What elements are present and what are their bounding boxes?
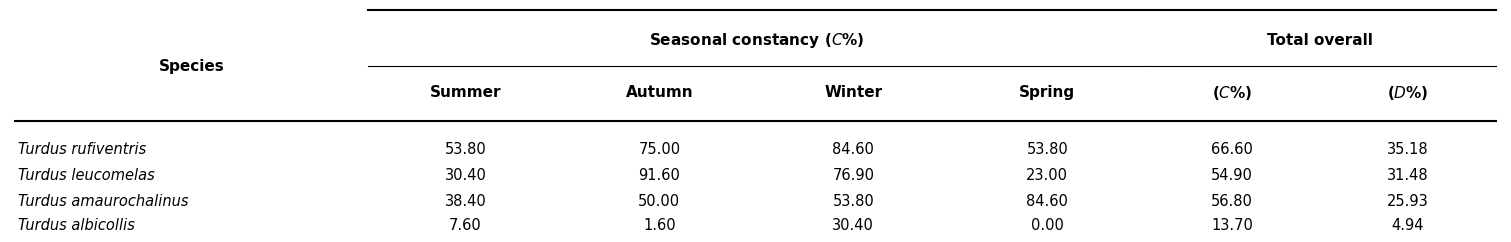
Text: Summer: Summer — [429, 85, 502, 100]
Text: 53.80: 53.80 — [833, 194, 875, 209]
Text: 4.94: 4.94 — [1392, 218, 1425, 233]
Text: 35.18: 35.18 — [1387, 142, 1429, 157]
Text: 53.80: 53.80 — [444, 142, 487, 157]
Text: 56.80: 56.80 — [1212, 194, 1253, 209]
Text: Total overall: Total overall — [1268, 33, 1373, 48]
Text: 0.00: 0.00 — [1031, 218, 1064, 233]
Text: 31.48: 31.48 — [1387, 168, 1429, 183]
Text: 50.00: 50.00 — [638, 194, 680, 209]
Text: 66.60: 66.60 — [1212, 142, 1253, 157]
Text: 91.60: 91.60 — [639, 168, 680, 183]
Text: Winter: Winter — [823, 85, 882, 100]
Text: 30.40: 30.40 — [833, 218, 875, 233]
Text: 25.93: 25.93 — [1387, 194, 1429, 209]
Text: Autumn: Autumn — [626, 85, 694, 100]
Text: Turdus albicollis: Turdus albicollis — [18, 218, 134, 233]
Text: ($\mathit{C}$%): ($\mathit{C}$%) — [1212, 83, 1253, 102]
Text: 23.00: 23.00 — [1026, 168, 1068, 183]
Text: 53.80: 53.80 — [1026, 142, 1068, 157]
Text: 84.60: 84.60 — [1026, 194, 1068, 209]
Text: 76.90: 76.90 — [833, 168, 875, 183]
Text: 13.70: 13.70 — [1212, 218, 1253, 233]
Text: Turdus leucomelas: Turdus leucomelas — [18, 168, 154, 183]
Text: Turdus rufiventris: Turdus rufiventris — [18, 142, 147, 157]
Text: Spring: Spring — [1018, 85, 1076, 100]
Text: ($\mathit{D}$%): ($\mathit{D}$%) — [1387, 83, 1429, 102]
Text: 75.00: 75.00 — [638, 142, 680, 157]
Text: Species: Species — [159, 59, 225, 74]
Text: 38.40: 38.40 — [444, 194, 487, 209]
Text: 1.60: 1.60 — [644, 218, 675, 233]
Text: 7.60: 7.60 — [449, 218, 482, 233]
Text: Seasonal constancy ($\mathit{C}$%): Seasonal constancy ($\mathit{C}$%) — [648, 31, 864, 50]
Text: 84.60: 84.60 — [833, 142, 875, 157]
Text: Turdus amaurochalinus: Turdus amaurochalinus — [18, 194, 189, 209]
Text: 30.40: 30.40 — [444, 168, 487, 183]
Text: 54.90: 54.90 — [1212, 168, 1253, 183]
